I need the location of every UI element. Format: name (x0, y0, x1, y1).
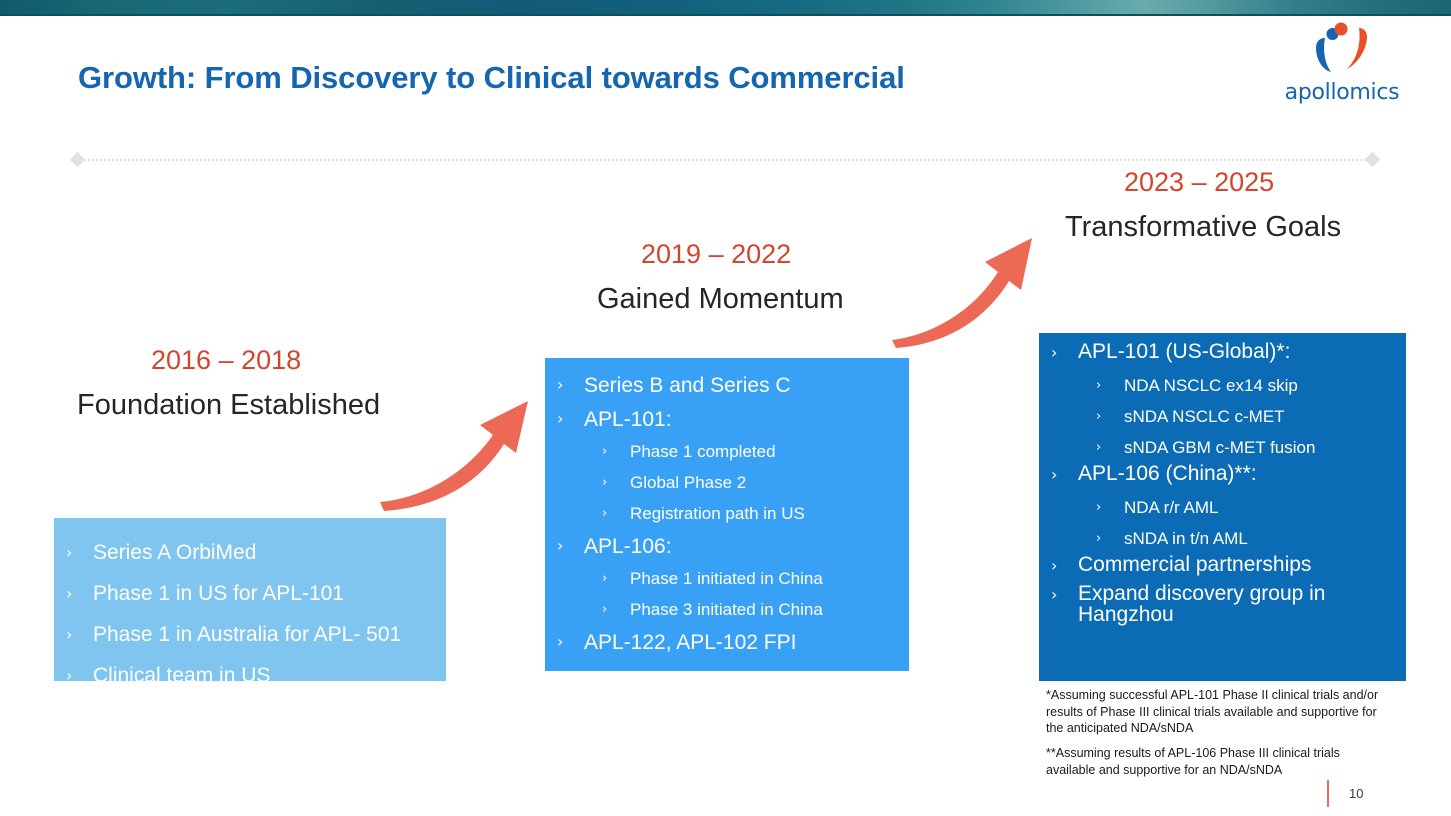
chevron-right-icon: › (557, 409, 564, 428)
logo-mark-icon (1316, 22, 1368, 72)
list-item-label: Phase 1 in Australia for APL- 501 (93, 623, 402, 646)
list-item-label: sNDA in t/n AML (1124, 529, 1248, 548)
list-item-label: Expand discovery group in Hangzhou (1078, 582, 1326, 626)
list-item: › NDA r/r AML (1096, 492, 1396, 523)
stage-3-name: Transformative Goals (1065, 211, 1342, 243)
list-item-label: Phase 3 initiated in China (630, 600, 823, 619)
list-item: › Phase 1 completed (602, 436, 901, 467)
list-item-label: APL-106: (584, 534, 672, 558)
timeline-dotted-line (80, 159, 1370, 161)
stage-3-panel: › APL-101 (US-Global)*: › NDA NSCLC ex14… (1039, 333, 1406, 681)
list-item-label: Registration path in US (630, 504, 805, 523)
list-item-label: Clinical team in US (93, 664, 271, 687)
chevron-right-icon: › (66, 624, 73, 644)
chevron-right-icon: › (1051, 556, 1058, 575)
chevron-right-icon: › (66, 583, 73, 603)
top-gradient-banner (0, 0, 1451, 14)
chevron-right-icon: › (557, 536, 564, 555)
list-item: › Phase 3 initiated in China (602, 594, 901, 625)
list-item: › Phase 1 in Australia for APL- 501 (66, 614, 436, 655)
banner-underline (0, 14, 1451, 16)
stage-2-year: 2019 – 2022 (641, 239, 792, 269)
page-number: 10 (1349, 786, 1364, 801)
growth-arrow-2-icon (892, 238, 1032, 348)
footnote-double-asterisk: **Assuming results of APL-106 Phase III … (1046, 746, 1340, 777)
timeline-track (69, 151, 1381, 168)
chevron-right-icon: › (602, 602, 608, 617)
chevron-right-icon: › (1096, 378, 1102, 393)
list-item: › APL-101: (557, 402, 901, 436)
list-item: › APL-106 (China)**: (1051, 463, 1396, 484)
list-item-label: Series A OrbiMed (93, 541, 257, 564)
page-number-rule (1327, 780, 1329, 807)
list-item: › Expand discovery group in Hangzhou (1051, 583, 1396, 625)
stage-1-panel: › Series A OrbiMed › Phase 1 in US for A… (54, 518, 446, 686)
chevron-right-icon: › (1096, 500, 1102, 515)
list-item-label: APL-122, APL-102 FPI (584, 630, 797, 654)
list-item-label: Global Phase 2 (630, 473, 747, 492)
list-item-label: APL-101: (584, 407, 672, 431)
stage-2-panel: › Series B and Series C › APL-101: › Pha… (545, 358, 909, 671)
list-item: › Phase 1 in US for APL-101 (66, 573, 436, 614)
logo-wordmark: apollomics (1284, 80, 1400, 105)
chevron-right-icon: › (602, 506, 608, 521)
chevron-right-icon: › (602, 475, 608, 490)
list-item: › Series A OrbiMed (66, 532, 436, 573)
chevron-right-icon: › (602, 444, 608, 459)
chevron-right-icon: › (1096, 531, 1102, 546)
list-item: › Series B and Series C (557, 368, 901, 402)
list-item: › sNDA GBM c-MET fusion (1096, 432, 1396, 463)
stage-2-name: Gained Momentum (597, 283, 844, 315)
chevron-right-icon: › (66, 665, 73, 685)
list-item: › Registration path in US (602, 498, 901, 529)
list-item-label: Series B and Series C (584, 373, 791, 397)
timeline-end-marker (1364, 151, 1381, 168)
list-item: › APL-122, APL-102 FPI (557, 625, 901, 659)
list-item-label: Phase 1 in US for APL-101 (93, 582, 344, 605)
list-item: › Phase 1 initiated in China (602, 563, 901, 594)
list-item: › sNDA in t/n AML (1096, 523, 1396, 554)
list-item-label: APL-106 (China)**: (1078, 462, 1257, 485)
list-item: › Clinical team in US (66, 655, 436, 696)
chevron-right-icon: › (1096, 409, 1102, 424)
chevron-right-icon: › (66, 542, 73, 562)
list-item: › sNDA NSCLC c-MET (1096, 401, 1396, 432)
list-item-label: NDA NSCLC ex14 skip (1124, 376, 1298, 395)
chevron-right-icon: › (557, 375, 564, 394)
list-item-label: APL-101 (US-Global)*: (1078, 340, 1291, 363)
list-item-label: Phase 1 initiated in China (630, 569, 823, 588)
list-item: › APL-106: (557, 529, 901, 563)
list-item: › APL-101 (US-Global)*: (1051, 341, 1396, 362)
page-title: Growth: From Discovery to Clinical towar… (78, 60, 905, 95)
list-item-label: Commercial partnerships (1078, 553, 1312, 576)
apollomics-logo: apollomics (1277, 22, 1407, 108)
list-item-label: sNDA GBM c-MET fusion (1124, 438, 1316, 457)
chevron-right-icon: › (1096, 440, 1102, 455)
list-item-label: NDA r/r AML (1124, 498, 1219, 517)
stage-1-name: Foundation Established (77, 389, 381, 421)
chevron-right-icon: › (557, 632, 564, 651)
chevron-right-icon: › (1051, 465, 1058, 484)
stage-3-year: 2023 – 2025 (1124, 167, 1275, 197)
chevron-right-icon: › (1051, 585, 1058, 604)
list-item-label: sNDA NSCLC c-MET (1124, 407, 1285, 426)
chevron-right-icon: › (602, 571, 608, 586)
list-item-label: Phase 1 completed (630, 442, 776, 461)
stage-1-year: 2016 – 2018 (151, 345, 302, 375)
growth-arrow-1-icon (380, 401, 528, 511)
footnote-asterisk: *Assuming successful APL-101 Phase II cl… (1046, 688, 1379, 735)
chevron-right-icon: › (1051, 343, 1058, 362)
list-item: › Global Phase 2 (602, 467, 901, 498)
list-item: › NDA NSCLC ex14 skip (1096, 370, 1396, 401)
list-item: › Commercial partnerships (1051, 554, 1396, 575)
